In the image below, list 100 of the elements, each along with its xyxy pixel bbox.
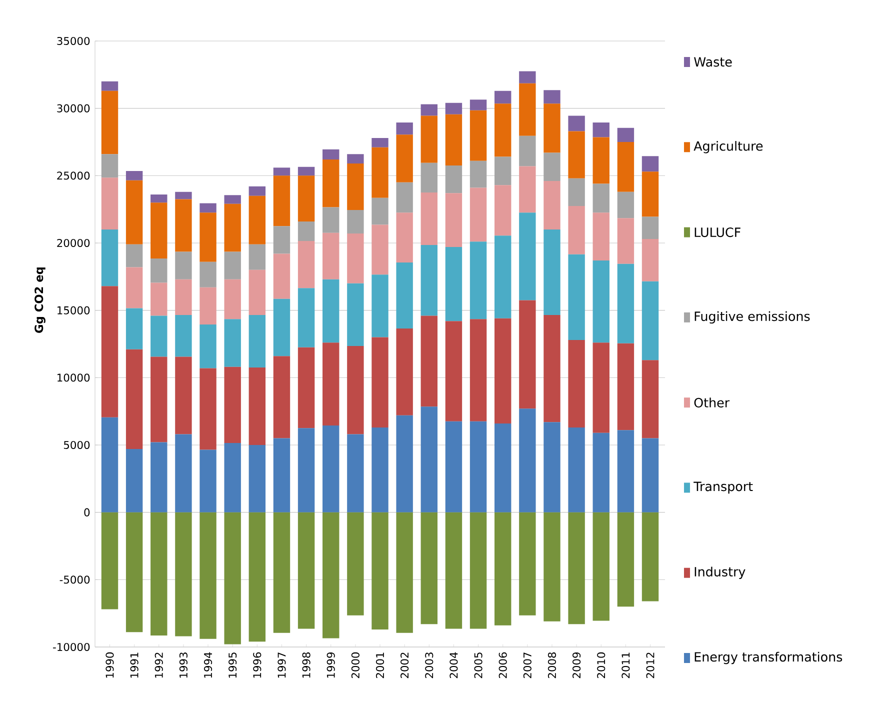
bar xyxy=(494,185,512,236)
legend-label: LULUCF xyxy=(694,227,740,238)
bar xyxy=(470,319,487,422)
y-tick-label: -10000 xyxy=(53,642,90,652)
bar xyxy=(224,319,241,367)
y-tick-label: 10000 xyxy=(58,374,90,382)
bar xyxy=(445,247,462,322)
bar xyxy=(372,337,388,428)
bar xyxy=(544,512,560,622)
bar xyxy=(568,178,585,206)
x-tick-label: 1998 xyxy=(302,652,310,678)
bar xyxy=(248,315,266,368)
bar xyxy=(200,512,216,639)
bar xyxy=(420,316,438,407)
bar xyxy=(617,343,634,430)
bar xyxy=(420,192,438,246)
bar xyxy=(150,512,168,636)
bar xyxy=(592,122,610,138)
bar xyxy=(544,315,560,422)
bar xyxy=(175,315,192,357)
bar xyxy=(420,162,438,192)
bar xyxy=(126,244,143,268)
x-tick-label: 2010 xyxy=(597,652,606,678)
bar xyxy=(519,300,536,409)
bar xyxy=(126,267,143,308)
bar xyxy=(322,159,340,208)
x-tick-label: 2004 xyxy=(450,652,458,678)
bar xyxy=(101,178,118,230)
bar xyxy=(617,192,634,218)
bar xyxy=(224,442,241,512)
bar xyxy=(519,408,536,512)
bar xyxy=(248,186,266,196)
bar xyxy=(420,116,438,163)
bar xyxy=(101,512,118,610)
bar xyxy=(248,512,266,642)
bar xyxy=(347,164,364,210)
bar xyxy=(175,279,192,316)
bar xyxy=(224,279,241,320)
bar xyxy=(200,203,216,213)
bar xyxy=(200,324,216,368)
bar xyxy=(470,242,487,320)
bar xyxy=(126,180,143,244)
x-tick-label: 2002 xyxy=(400,652,409,678)
bar xyxy=(544,422,560,512)
bar xyxy=(126,449,143,512)
bar xyxy=(568,254,585,340)
bar xyxy=(101,286,118,418)
bar xyxy=(544,181,560,230)
bar xyxy=(322,279,340,343)
bar xyxy=(372,147,388,198)
bar xyxy=(101,90,118,154)
bar xyxy=(544,152,560,182)
bar xyxy=(200,287,216,324)
legend-label: Industry xyxy=(694,566,746,579)
legend-label: Fugitive emissions xyxy=(694,311,810,324)
bar xyxy=(642,172,659,217)
bar xyxy=(568,206,585,254)
bar xyxy=(175,199,192,252)
bar xyxy=(494,90,512,104)
y-tick-label: -5000 xyxy=(60,576,90,584)
bar xyxy=(544,90,560,104)
bar xyxy=(544,104,560,153)
bar xyxy=(642,238,659,282)
bar xyxy=(322,512,340,638)
bar xyxy=(175,356,192,434)
bar xyxy=(519,136,536,166)
bar xyxy=(101,154,118,178)
bar xyxy=(445,166,462,194)
x-tick-label: 2009 xyxy=(572,652,581,678)
bar xyxy=(568,512,585,624)
bar xyxy=(372,274,388,338)
bar xyxy=(347,346,364,434)
bar xyxy=(420,245,438,316)
bar xyxy=(445,102,462,114)
bar xyxy=(347,512,364,616)
x-tick-label: 1996 xyxy=(253,652,262,678)
bar xyxy=(150,194,168,203)
bar xyxy=(248,368,266,445)
bar xyxy=(322,342,340,426)
bar xyxy=(372,427,388,512)
bar xyxy=(175,512,192,636)
bar xyxy=(200,368,216,450)
bar xyxy=(420,406,438,512)
bar xyxy=(494,512,512,626)
x-tick-label: 2005 xyxy=(474,652,482,678)
bar xyxy=(150,282,168,316)
bar xyxy=(642,281,659,360)
bar xyxy=(568,116,585,132)
bar xyxy=(126,349,143,450)
bar xyxy=(494,236,512,318)
bar xyxy=(592,137,610,184)
x-tick-label: 2006 xyxy=(498,652,507,678)
bar xyxy=(396,212,413,263)
bar xyxy=(372,198,388,225)
x-tick-label: 2008 xyxy=(548,652,556,678)
bar xyxy=(273,298,290,356)
bar xyxy=(519,83,536,136)
y-tick-label: 30000 xyxy=(57,104,90,112)
bar xyxy=(642,512,659,602)
bar xyxy=(298,240,315,288)
